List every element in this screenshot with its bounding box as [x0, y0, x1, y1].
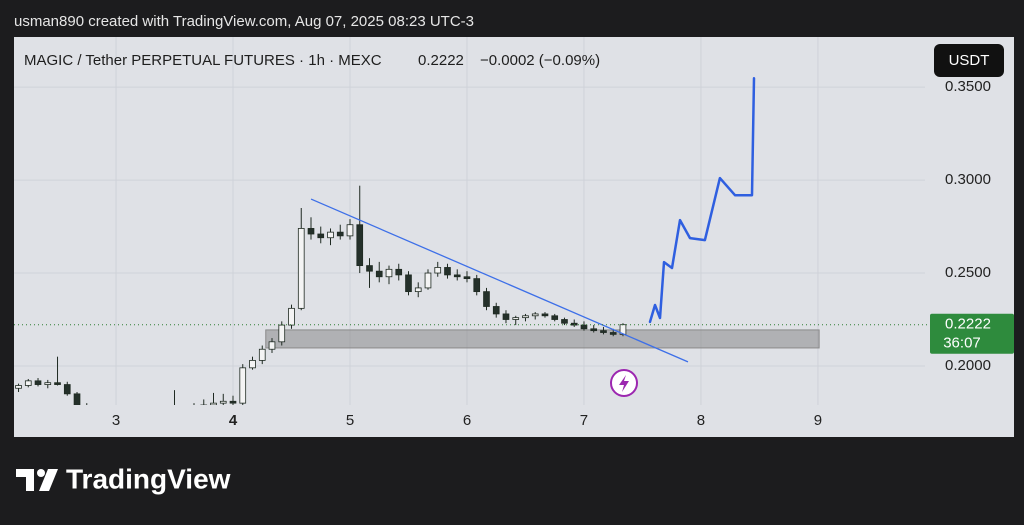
y-tick-label: 0.3000	[945, 171, 991, 188]
candle-body	[268, 341, 276, 350]
y-tick-label: 0.2500	[945, 264, 991, 281]
candle-body	[54, 382, 61, 385]
candle-body	[258, 348, 266, 361]
trendline	[310, 198, 689, 363]
candle-body	[444, 267, 451, 276]
candle-body	[385, 268, 393, 278]
grid	[14, 37, 925, 405]
plot-area	[15, 77, 820, 405]
candle-body	[580, 324, 588, 330]
candle-body	[551, 315, 559, 320]
candle-body	[453, 274, 461, 278]
x-tick-label: 3	[112, 412, 120, 429]
candle-body	[239, 367, 247, 404]
support-zone	[265, 329, 820, 349]
candle-body	[473, 278, 481, 293]
brand: TradingView	[66, 463, 231, 494]
brand-logo: TradingView	[16, 463, 231, 494]
candle-body	[375, 270, 383, 278]
candle-body	[434, 267, 442, 274]
candle-body	[590, 328, 598, 332]
alert-bolt[interactable]	[619, 375, 629, 392]
axes: 0.2000 0.2500 0.3000 0.3500 3 4 5 6 7 8 9 0.2222 36:…	[14, 78, 1014, 429]
candle-body	[44, 382, 52, 385]
candle-body	[336, 231, 344, 237]
countdown: 36:07	[943, 335, 981, 352]
candle-body	[414, 287, 422, 293]
candle-body	[288, 307, 295, 326]
x-tick-label: 8	[697, 412, 705, 429]
candle-body	[531, 313, 539, 317]
x-tick-label: 4	[229, 412, 238, 429]
candle-body	[297, 228, 305, 309]
candle-body	[249, 359, 256, 369]
candle-body	[600, 330, 607, 333]
candle-body	[210, 402, 217, 405]
candle-body	[512, 317, 520, 320]
candle-body	[63, 384, 71, 395]
x-tick-label: 9	[814, 412, 822, 429]
candle-body	[463, 276, 471, 280]
logo-part	[39, 469, 58, 491]
candle-body	[15, 385, 22, 389]
candle-body	[502, 313, 510, 320]
candle-body	[522, 315, 529, 319]
candle-body	[492, 306, 500, 315]
candle-body	[609, 332, 617, 335]
candle-body	[561, 319, 568, 324]
author-line: usman890 created with TradingView.com, A…	[14, 13, 474, 30]
candle-body	[483, 291, 490, 307]
last-price-label: 0.2222	[945, 316, 991, 333]
candle-body	[278, 324, 286, 343]
y-tick-label: 0.2000	[945, 357, 991, 374]
currency-button[interactable]	[934, 44, 1004, 77]
candle-body	[405, 274, 412, 293]
candle-body	[346, 224, 354, 237]
projection-line	[648, 77, 756, 324]
x-tick-label: 7	[580, 412, 588, 429]
logo-part	[16, 469, 34, 491]
candle-body	[219, 400, 227, 404]
candle-body	[424, 272, 432, 289]
last-price-badge	[930, 313, 1014, 354]
candle-body	[327, 231, 334, 239]
x-tick-label: 6	[463, 412, 471, 429]
price-change: −0.0002 (−0.09%)	[480, 52, 600, 69]
symbol: MAGIC / Tether PERPETUAL FUTURES · 1h · …	[24, 52, 382, 69]
candle-body	[366, 265, 373, 272]
candle-body	[73, 393, 81, 405]
candle-body	[356, 224, 364, 267]
candle-body	[34, 380, 42, 385]
candle-body	[317, 233, 325, 239]
candle-body	[229, 400, 237, 404]
y-tick-label: 0.3500	[945, 78, 991, 95]
currency[interactable]: USDT	[949, 52, 990, 69]
chart-panel	[14, 37, 1014, 437]
x-tick-label: 5	[346, 412, 354, 429]
candle-body	[541, 313, 549, 317]
last-price: 0.2222	[418, 52, 464, 69]
alert-icon[interactable]	[610, 369, 638, 397]
logo-part	[37, 469, 45, 477]
candle-body	[395, 268, 403, 276]
candle-body	[307, 228, 315, 235]
candle-body	[24, 380, 32, 386]
